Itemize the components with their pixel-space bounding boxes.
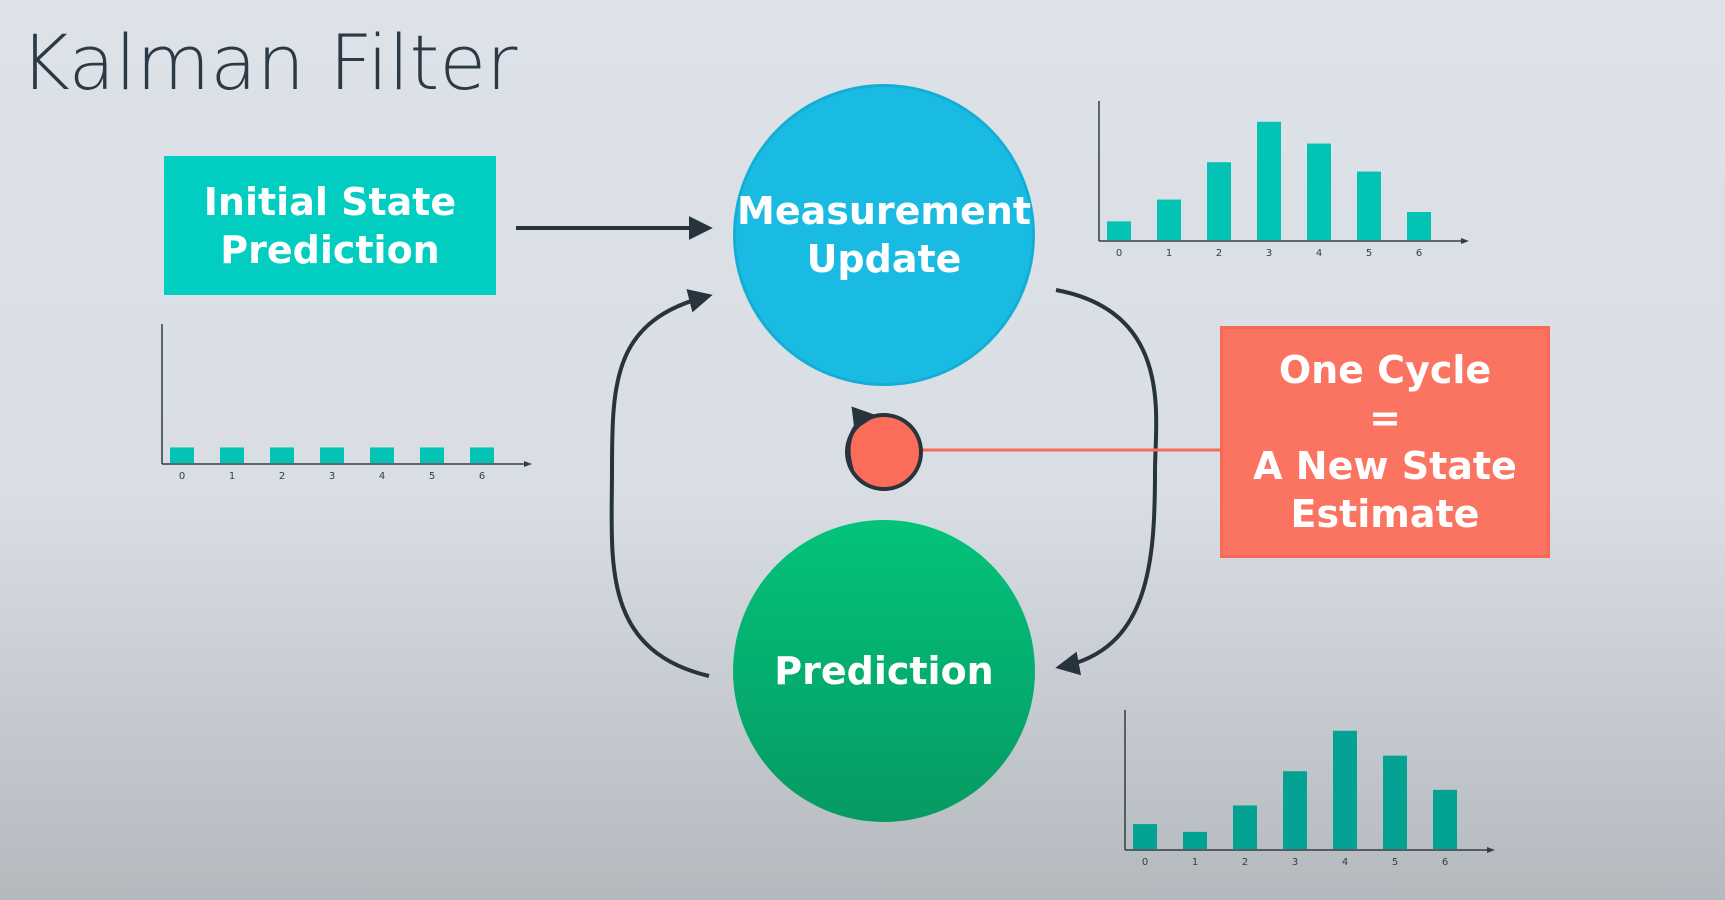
- prediction-label: Prediction: [774, 649, 994, 693]
- chart-bar: [270, 447, 294, 463]
- chart-tick-label: 3: [329, 471, 335, 482]
- chart-x-axis-arrowhead: [524, 461, 532, 467]
- initial-state-label-line1: Initial State: [203, 179, 457, 224]
- chart-bar: [1183, 831, 1207, 849]
- chart-tick-label: 5: [1366, 248, 1372, 259]
- cycle-label-line3: A New State: [1253, 444, 1517, 488]
- chart-tick-label: 1: [229, 471, 235, 482]
- chart-bar: [420, 447, 444, 463]
- measurement-update-circle: Measurement Update: [733, 84, 1035, 386]
- chart-tick-label: 2: [279, 471, 285, 482]
- cycle-label-line1: One Cycle: [1278, 348, 1492, 392]
- chart-tick-label: 4: [1316, 248, 1322, 259]
- chart-tick-label: 1: [1166, 248, 1172, 259]
- initial-distribution-chart: 0 1 2 3 4 5 6: [161, 324, 532, 482]
- chart-bar: [1107, 221, 1131, 240]
- chart-tick-label: 1: [1192, 857, 1198, 868]
- chart-bar: [320, 447, 344, 463]
- chart-tick-label: 6: [479, 471, 485, 482]
- chart-tick-label: 5: [1392, 857, 1398, 868]
- measurement-label-line2: Update: [806, 237, 962, 281]
- chart-bar: [220, 447, 244, 463]
- prediction-circle: Prediction: [733, 520, 1035, 822]
- cycle-label-line4: Estimate: [1290, 492, 1480, 536]
- chart-bar: [1233, 805, 1257, 849]
- chart-bar: [1333, 730, 1357, 849]
- chart-tick-label: 0: [1116, 248, 1122, 259]
- initial-state-label-line2: Prediction: [220, 227, 440, 272]
- chart-bar: [1307, 143, 1331, 240]
- measurement-to-prediction-arrow: [1055, 288, 1159, 676]
- chart-bar: [1157, 199, 1181, 240]
- initial-state-box: Initial State Prediction: [164, 156, 496, 295]
- cycle-dot-arrow: [846, 406, 877, 471]
- chart-bar: [470, 447, 494, 463]
- chart-tick-label: 6: [1442, 857, 1448, 868]
- chart-bar: [1433, 789, 1457, 849]
- prediction-distribution-chart: 0 1 2 3 4 5 6: [1124, 710, 1495, 868]
- measurement-distribution-chart: 0 1 2 3 4 5 6: [1098, 101, 1469, 259]
- chart-bar: [170, 447, 194, 463]
- chart-bar: [1207, 162, 1231, 240]
- chart-tick-label: 4: [379, 471, 385, 482]
- chart-bar: [370, 447, 394, 463]
- chart-tick-label: 5: [429, 471, 435, 482]
- chart-tick-label: 6: [1416, 248, 1422, 259]
- chart-tick-label: 2: [1242, 857, 1248, 868]
- chart-tick-label: 3: [1266, 248, 1272, 259]
- chart-bar: [1257, 121, 1281, 240]
- chart-bar: [1357, 171, 1381, 240]
- chart-x-axis-arrowhead: [1461, 238, 1469, 244]
- chart-bar: [1133, 824, 1157, 849]
- prediction-to-measurement-arrow: [609, 289, 713, 678]
- chart-tick-label: 0: [1142, 857, 1148, 868]
- cycle-label-line2: =: [1369, 396, 1401, 440]
- chart-tick-label: 4: [1342, 857, 1348, 868]
- chart-bar: [1383, 755, 1407, 849]
- chart-x-axis-arrowhead: [1487, 847, 1495, 853]
- chart-bar: [1283, 771, 1307, 849]
- chart-tick-label: 3: [1292, 857, 1298, 868]
- measurement-label-line1: Measurement: [737, 189, 1031, 233]
- chart-tick-label: 2: [1216, 248, 1222, 259]
- one-cycle-box: One Cycle = A New State Estimate: [1220, 326, 1550, 558]
- page-title: Kalman Filter: [20, 18, 518, 107]
- chart-tick-label: 0: [179, 471, 185, 482]
- chart-bar: [1407, 212, 1431, 240]
